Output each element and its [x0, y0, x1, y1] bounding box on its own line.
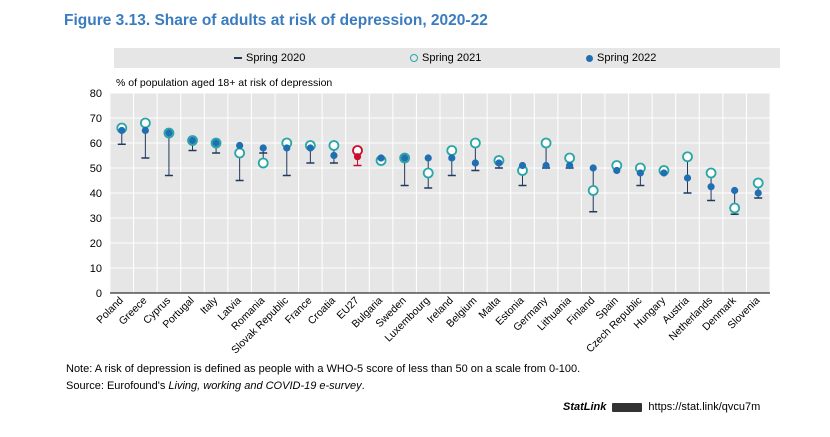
- legend-item-spring-2021: Spring 2021: [410, 48, 481, 68]
- y-tick-label: 60: [90, 138, 102, 150]
- marker-spring-2022: [236, 141, 244, 150]
- legend-item-spring-2022: Spring 2022: [586, 48, 656, 68]
- marker-spring-2022: [566, 161, 574, 170]
- marker-spring-2022: [754, 189, 762, 197]
- filled-circle-marker-icon: [586, 54, 593, 62]
- marker-spring-2022: [731, 186, 739, 195]
- marker-spring-2022: [707, 183, 715, 191]
- marker-spring-2022: [495, 159, 503, 167]
- marker-spring-2022: [259, 144, 267, 152]
- marker-spring-2022: [118, 126, 126, 135]
- legend-label-spring-2021: Spring 2021: [422, 52, 482, 64]
- marker-spring-2022: [589, 164, 597, 172]
- legend-item-spring-2020: Spring 2020: [234, 48, 305, 68]
- marker-spring-2021: [729, 202, 741, 214]
- marker-spring-2022: [636, 169, 644, 177]
- y-tick-label: 20: [90, 238, 102, 250]
- marker-spring-2022: [518, 161, 527, 170]
- source-title: Living, working and COVID-19 e-survey: [168, 380, 362, 392]
- marker-spring-2022: [165, 129, 173, 137]
- y-tick-label: 40: [90, 188, 102, 200]
- marker-spring-2021: [682, 151, 693, 163]
- marker-spring-2021: [257, 157, 269, 169]
- marker-spring-2022: [353, 153, 362, 161]
- statlink-url[interactable]: https://stat.link/qvcu7m: [648, 401, 761, 413]
- marker-spring-2022: [471, 159, 479, 167]
- marker-spring-2022: [683, 174, 692, 182]
- figure-title: Figure 3.13. Share of adults at risk of …: [64, 12, 488, 29]
- marker-spring-2021: [328, 140, 340, 151]
- y-tick-label: 10: [90, 263, 102, 275]
- marker-spring-2021: [234, 147, 246, 159]
- legend-label-spring-2022: Spring 2022: [597, 52, 657, 64]
- note-text: Note: A risk of depression is defined as…: [66, 363, 581, 375]
- marker-spring-2022: [330, 151, 338, 160]
- hollow-circle-marker-icon: [410, 54, 418, 63]
- y-tick-label: 30: [90, 213, 102, 225]
- legend-label-spring-2020: Spring 2020: [246, 52, 306, 64]
- marker-spring-2022: [542, 161, 550, 170]
- marker-spring-2022: [660, 169, 668, 177]
- dash-marker-icon: [234, 57, 242, 60]
- y-tick-label: 70: [90, 113, 102, 125]
- marker-spring-2021: [540, 137, 552, 149]
- y-tick-label: 50: [90, 163, 102, 175]
- marker-spring-2022: [212, 139, 220, 147]
- marker-spring-2022: [306, 144, 314, 152]
- marker-spring-2022: [401, 154, 409, 162]
- chart-legend: Spring 2020 Spring 2021 Spring 2022: [114, 48, 780, 68]
- y-tick-label: 0: [96, 288, 102, 300]
- marker-spring-2021: [587, 185, 599, 196]
- y-tick-label: 80: [90, 88, 102, 100]
- statlink-brand: StatLink: [563, 401, 607, 413]
- marker-spring-2021: [705, 167, 717, 179]
- marker-spring-2022: [283, 144, 291, 152]
- source-suffix: .: [361, 380, 365, 392]
- marker-spring-2021: [469, 137, 481, 149]
- marker-spring-2022: [188, 136, 197, 145]
- marker-spring-2022: [448, 154, 456, 162]
- marker-spring-2021: [752, 177, 764, 189]
- source-text: Source: Eurofound's Living, working and …: [66, 380, 365, 392]
- marker-spring-2021: [446, 145, 458, 156]
- marker-spring-2021: [139, 117, 151, 129]
- marker-spring-2022: [377, 154, 385, 162]
- marker-spring-2022: [613, 166, 621, 175]
- marker-spring-2022: [141, 126, 149, 135]
- statlink-logo-icon: [612, 402, 643, 412]
- y-axis-label: % of population aged 18+ at risk of depr…: [116, 77, 333, 89]
- marker-spring-2022: [424, 154, 432, 162]
- statlink: StatLink https://stat.link/qvcu7m: [563, 401, 760, 413]
- marker-spring-2021: [422, 167, 434, 179]
- source-prefix: Source: Eurofound's: [66, 380, 169, 392]
- marker-spring-2021: [564, 152, 576, 164]
